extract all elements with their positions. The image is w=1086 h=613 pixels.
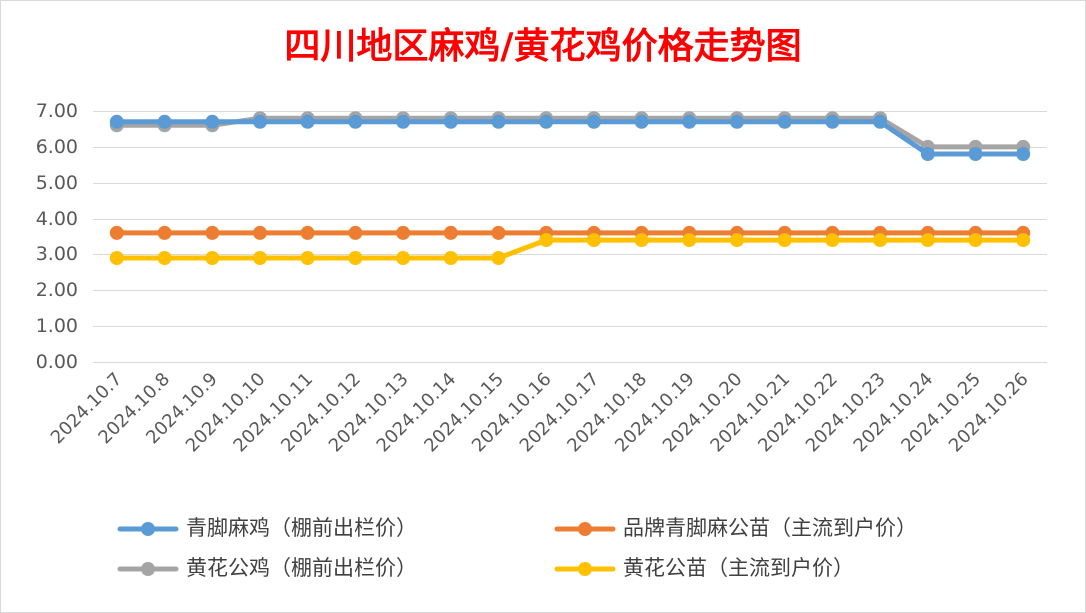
- data-point: [396, 225, 411, 240]
- legend-item: 品牌青脚麻公苗（主流到户价）: [554, 516, 917, 540]
- data-point: [968, 147, 983, 161]
- data-point: [253, 225, 267, 240]
- legend-label: 黄花公苗（主流到户价）: [623, 556, 854, 580]
- data-point: [873, 114, 888, 129]
- data-point: [253, 251, 267, 265]
- series: [109, 114, 1031, 161]
- series-lines: [109, 111, 1031, 265]
- data-point: [1016, 233, 1031, 248]
- y-tick-label: 2.00: [36, 279, 78, 301]
- data-point: [443, 225, 458, 240]
- data-point: [634, 114, 649, 129]
- data-point: [682, 233, 697, 248]
- data-point: [777, 233, 792, 248]
- data-point: [491, 251, 506, 265]
- data-point: [157, 251, 172, 265]
- data-point: [109, 225, 124, 240]
- data-point: [586, 114, 601, 129]
- series: [109, 233, 1031, 265]
- legend: 青脚麻鸡（棚前出栏价） 品牌青脚麻公苗（主流到户价） 黄花公鸡（棚前出栏价） 黄花公苗…: [117, 516, 917, 580]
- legend-item: 青脚麻鸡（棚前出栏价）: [117, 516, 417, 540]
- gridlines: [93, 111, 1047, 363]
- data-point: [825, 233, 840, 248]
- y-tick-label: 0.00: [36, 351, 78, 373]
- data-point: [491, 225, 506, 240]
- y-tick-label: 6.00: [36, 136, 78, 158]
- legend-label: 青脚麻鸡（棚前出栏价）: [186, 516, 417, 540]
- data-point: [205, 251, 220, 265]
- data-point: [348, 225, 363, 240]
- data-point: [825, 114, 840, 129]
- data-point: [682, 114, 697, 129]
- data-point: [968, 233, 983, 248]
- y-tick-label: 3.00: [36, 243, 78, 265]
- legend-swatch-marker: [578, 522, 592, 536]
- data-point: [205, 225, 220, 240]
- data-point: [205, 114, 220, 129]
- data-point: [920, 147, 935, 161]
- series-line: [114, 237, 1026, 261]
- legend-swatch-marker: [578, 562, 592, 576]
- data-point: [443, 251, 458, 265]
- y-tick-label: 5.00: [36, 172, 78, 194]
- data-point: [157, 114, 172, 129]
- series-line: [114, 115, 1026, 150]
- data-point: [300, 225, 315, 240]
- legend-label: 黄花公鸡（棚前出栏价）: [186, 556, 417, 580]
- data-point: [109, 251, 124, 265]
- chart-title: 四川地区麻鸡/黄花鸡价格走势图: [284, 26, 801, 67]
- legend-swatch-marker: [141, 562, 155, 576]
- data-point: [300, 251, 315, 265]
- data-point: [920, 233, 935, 248]
- data-point: [873, 233, 888, 248]
- data-point: [586, 233, 601, 248]
- data-point: [1016, 147, 1031, 161]
- series-line: [114, 119, 1026, 157]
- data-point: [348, 251, 363, 265]
- y-tick-label: 4.00: [36, 208, 78, 230]
- data-point: [634, 233, 649, 248]
- data-point: [443, 114, 458, 129]
- data-point: [491, 114, 506, 129]
- y-axis-ticks: 0.00 1.00 2.00 3.00 4.00 5.00 6.00 7.00: [36, 100, 78, 373]
- data-point: [396, 251, 411, 265]
- data-point: [396, 114, 411, 129]
- data-point: [109, 114, 124, 129]
- legend-item: 黄花公苗（主流到户价）: [554, 556, 854, 580]
- data-point: [157, 225, 172, 240]
- legend-label: 品牌青脚麻公苗（主流到户价）: [623, 516, 917, 540]
- data-point: [730, 233, 744, 248]
- data-point: [348, 114, 363, 129]
- data-point: [539, 114, 554, 129]
- data-point: [253, 114, 267, 129]
- y-tick-label: 7.00: [36, 100, 78, 122]
- data-point: [539, 233, 554, 248]
- legend-swatch-marker: [141, 522, 155, 536]
- data-point: [730, 114, 744, 129]
- y-tick-label: 1.00: [36, 315, 78, 337]
- data-point: [777, 114, 792, 129]
- legend-item: 黄花公鸡（棚前出栏价）: [117, 556, 417, 580]
- data-point: [300, 114, 315, 129]
